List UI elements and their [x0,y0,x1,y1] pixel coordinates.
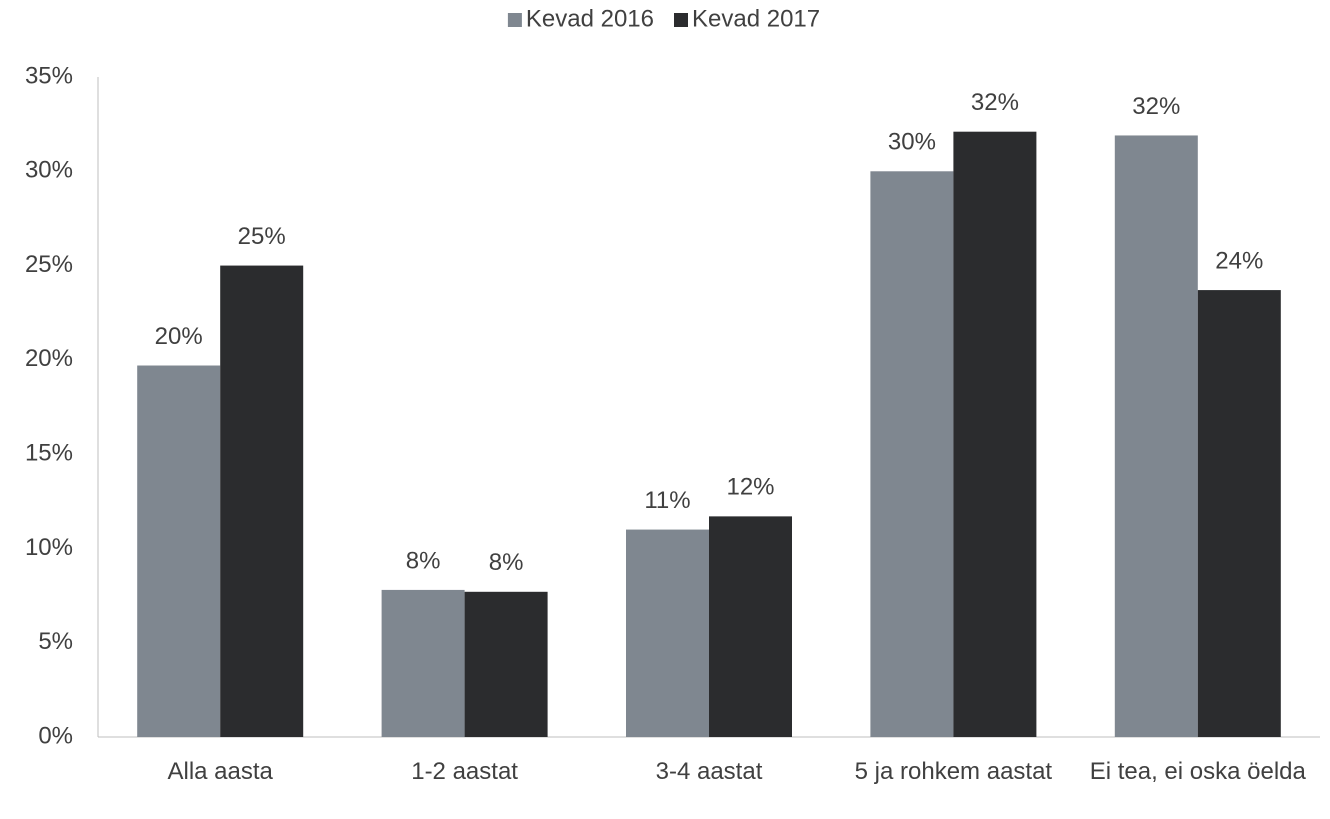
data-label: 24% [1215,247,1263,274]
x-tick-label: Alla aasta [167,758,273,785]
y-tick-label: 20% [25,345,73,372]
data-label: 8% [406,547,441,574]
bar [137,365,221,737]
legend-label: Kevad 2017 [692,5,820,32]
bar [220,265,304,737]
bar [953,131,1037,737]
data-label: 25% [238,223,286,250]
x-tick-label: Ei tea, ei oska öelda [1089,758,1306,785]
legend-swatch [674,13,688,27]
legend-swatch [507,13,522,27]
bar [1197,290,1281,737]
y-tick-label: 10% [25,534,73,561]
y-tick-label: 0% [38,722,73,749]
data-label: 12% [726,474,774,501]
data-label: 32% [971,89,1019,116]
data-label: 11% [644,487,690,514]
bar [870,171,954,738]
x-tick-label: 3-4 aastat [655,758,763,785]
bar [464,591,548,737]
y-tick-label: 25% [25,251,73,278]
data-label: 30% [888,129,936,156]
y-tick-label: 30% [25,157,73,184]
x-tick-label: 5 ja rohkem aastat [854,758,1053,785]
y-tick-label: 35% [25,62,73,89]
data-label: 32% [1132,93,1180,120]
bar [709,516,792,737]
x-tick-label: 1-2 aastat [411,758,518,785]
bar [1114,135,1198,737]
bar [626,529,709,737]
legend-label: Kevad 2016 [526,5,654,32]
y-tick-label: 5% [38,628,73,655]
data-label: 8% [489,549,524,576]
y-tick-label: 15% [25,439,73,466]
bar [381,589,465,737]
data-label: 20% [155,323,203,350]
